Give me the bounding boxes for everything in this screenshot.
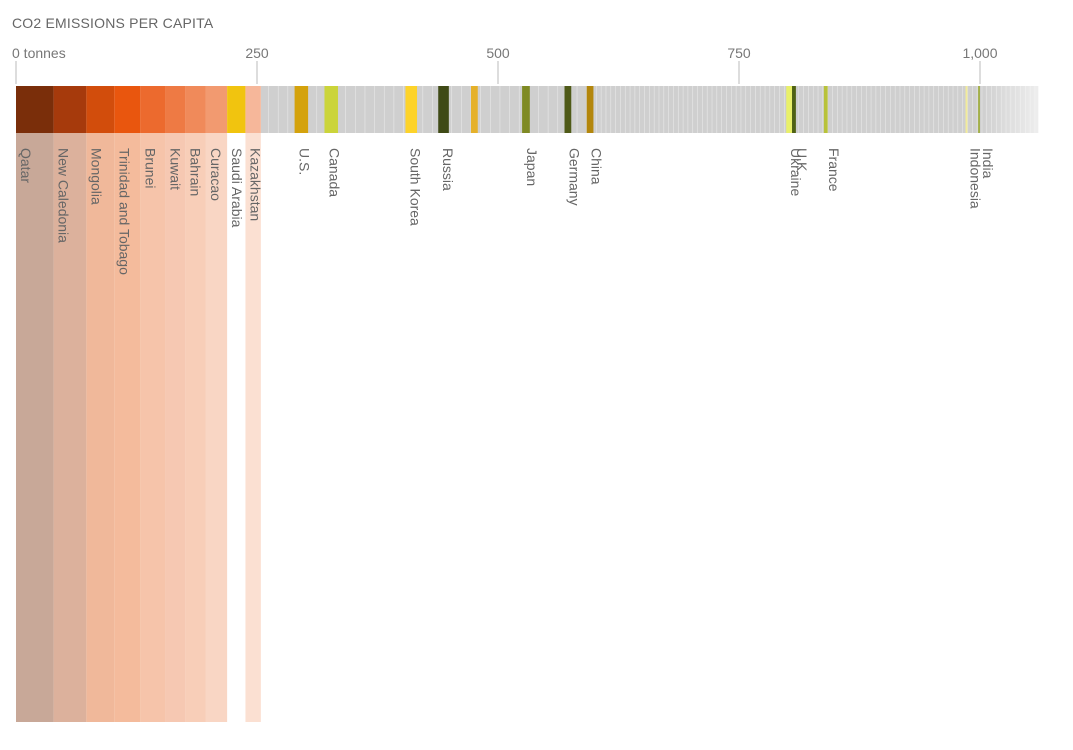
tail-segment	[994, 86, 998, 133]
segment-kuwait	[165, 86, 186, 133]
tail-segment	[1025, 86, 1029, 133]
column-brunei	[140, 133, 166, 722]
axis-tick-label-0: 0 tonnes	[12, 45, 66, 61]
label-japan: Japan	[524, 148, 540, 186]
tail-segment	[984, 86, 988, 133]
tail-segment	[1013, 86, 1017, 133]
segment-u-k	[792, 86, 796, 133]
segment-u-s	[294, 86, 309, 133]
label-brunei: Brunei	[142, 148, 158, 188]
tail-segment	[987, 86, 991, 133]
segment-saudi-arabia	[227, 86, 246, 133]
label-russia: Russia	[440, 148, 456, 191]
axis-tick-label-500: 500	[486, 45, 510, 61]
segment-brunei	[140, 86, 166, 133]
label-qatar: Qatar	[18, 148, 34, 183]
label-curacao: Curacao	[208, 148, 224, 201]
label-india: India	[980, 148, 996, 179]
tail-segment	[982, 86, 986, 133]
label-bahrain: Bahrain	[188, 148, 204, 196]
tail-segment	[1023, 86, 1027, 133]
label-u-s: U.S.	[297, 148, 313, 175]
label-ukraine: Ukraine	[788, 148, 804, 196]
segment-canada	[324, 86, 338, 133]
tail-segment	[1016, 86, 1020, 133]
tail-segment	[992, 86, 995, 133]
tail-segment	[1033, 86, 1036, 133]
segment-kazakhstan	[245, 86, 261, 133]
segment-mongolia	[86, 86, 115, 133]
tail-segment	[996, 86, 1000, 133]
label-kazakhstan: Kazakhstan	[247, 148, 263, 221]
tail-segment	[1001, 86, 1005, 133]
label-canada: Canada	[326, 148, 342, 197]
column-kazakhstan	[245, 133, 261, 722]
label-mongolia: Mongolia	[88, 148, 104, 205]
tail-segment	[1028, 86, 1032, 133]
tail-segment	[989, 86, 993, 133]
column-new-caledonia	[53, 133, 87, 722]
label-new-caledonia: New Caledonia	[56, 148, 72, 243]
tail-segment	[1011, 86, 1015, 133]
label-china: China	[589, 148, 605, 185]
label-germany: Germany	[567, 148, 583, 206]
tail-segment	[1006, 86, 1010, 133]
tail-segment	[1004, 86, 1008, 133]
column-mongolia	[86, 133, 115, 722]
segment-germany	[564, 86, 572, 133]
label-trinidad-and-tobago: Trinidad and Tobago	[116, 148, 132, 275]
label-indonesia: Indonesia	[968, 148, 984, 209]
segment-curacao	[205, 86, 228, 133]
axis-tick-label-250: 250	[245, 45, 269, 61]
segment-indonesia	[965, 86, 968, 133]
segment-russia	[438, 86, 449, 133]
tail-segment	[1018, 86, 1022, 133]
tail-segment	[980, 86, 983, 133]
label-saudi-arabia: Saudi Arabia	[229, 148, 245, 228]
segment-ukraine	[786, 86, 793, 133]
tail-segment	[999, 86, 1003, 133]
tail-segment	[1035, 86, 1039, 133]
column-trinidad-and-tobago	[114, 133, 141, 722]
label-u-k: U.K.	[794, 148, 810, 175]
segment-highlight-4	[471, 86, 478, 133]
segment-bahrain	[185, 86, 206, 133]
column-kuwait	[165, 133, 186, 722]
segment-france	[823, 86, 828, 133]
column-curacao	[205, 133, 228, 722]
column-bahrain	[185, 133, 206, 722]
segment-south-korea	[405, 86, 418, 133]
axis-tick-label-750: 750	[727, 45, 751, 61]
tail-segment	[1008, 86, 1012, 133]
segment-trinidad-and-tobago	[114, 86, 141, 133]
segment-qatar	[16, 86, 54, 133]
segment-india	[978, 86, 980, 133]
column-qatar	[16, 133, 54, 722]
label-france: France	[826, 148, 842, 192]
label-kuwait: Kuwait	[167, 148, 183, 190]
tail-segment	[1030, 86, 1034, 133]
segment-china	[586, 86, 594, 133]
label-south-korea: South Korea	[407, 148, 423, 226]
segment-japan	[522, 86, 530, 133]
segment-new-caledonia	[53, 86, 87, 133]
chart-title: CO2 EMISSIONS PER CAPITA	[12, 15, 214, 31]
tail-segment	[1020, 86, 1024, 133]
axis-tick-label-1000: 1,000	[962, 45, 997, 61]
